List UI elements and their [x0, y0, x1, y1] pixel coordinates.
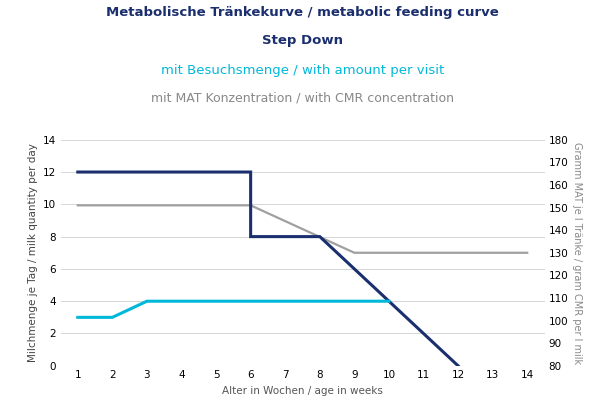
Y-axis label: Gramm MAT je l Tränke / gram CMR per l milk: Gramm MAT je l Tränke / gram CMR per l m…: [572, 142, 582, 364]
Text: Metabolische Tränkekurve / metabolic feeding curve: Metabolische Tränkekurve / metabolic fee…: [106, 6, 499, 19]
Y-axis label: Milchmenge je Tag / milk quantity per day: Milchmenge je Tag / milk quantity per da…: [28, 143, 38, 362]
X-axis label: Alter in Wochen / age in weeks: Alter in Wochen / age in weeks: [222, 386, 383, 395]
Text: Step Down: Step Down: [262, 34, 343, 47]
Text: mit Besuchsmenge / with amount per visit: mit Besuchsmenge / with amount per visit: [161, 64, 444, 77]
Text: mit MAT Konzentration / with CMR concentration: mit MAT Konzentration / with CMR concent…: [151, 91, 454, 104]
